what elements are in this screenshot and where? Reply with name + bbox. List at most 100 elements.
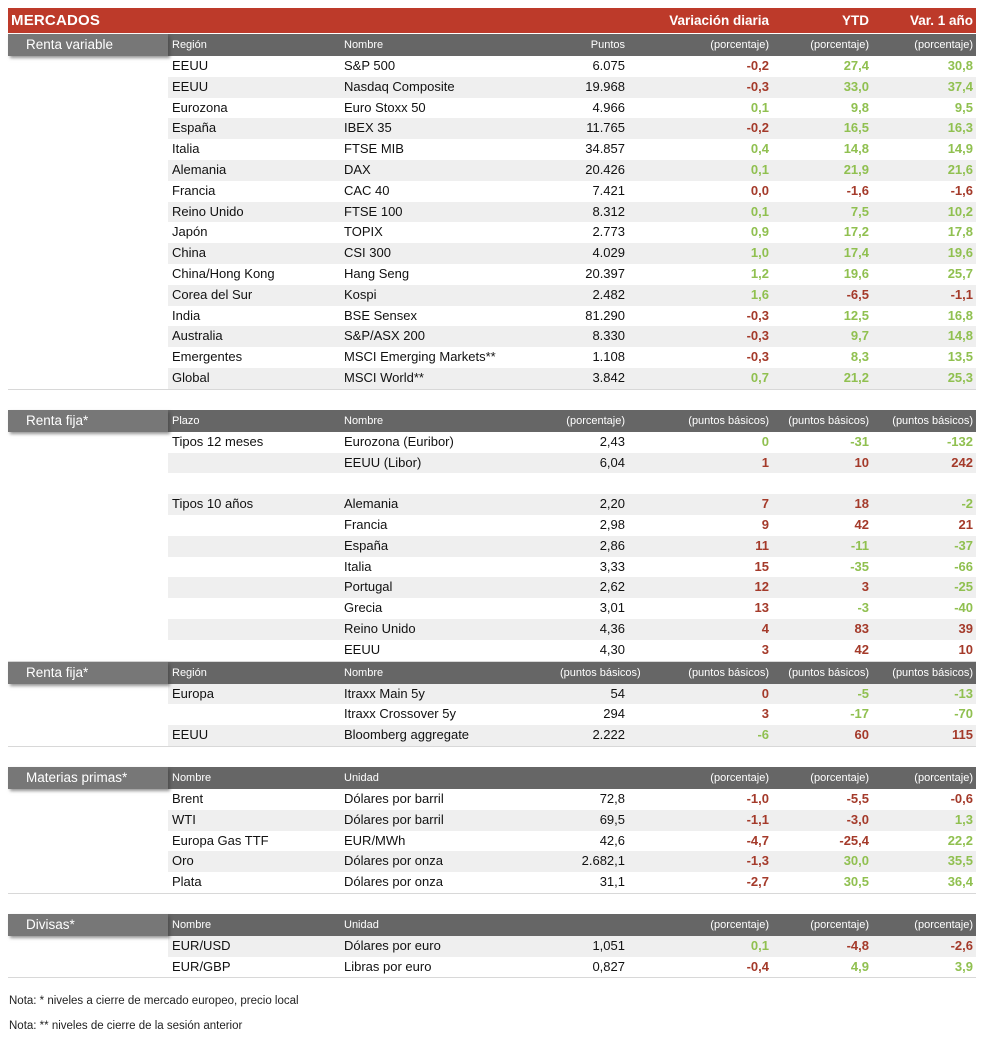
row-spacer-cell [8,264,168,285]
daily-change-cell: -2,7 [746,874,769,890]
table-row: Tipos 10 años Alemania 2,20 7 18 -2 [8,494,976,515]
name-cell: Eurozona (Euribor) [344,433,454,449]
one-year-change-cell: -13 [872,683,976,705]
category-cell: Plata [172,874,202,890]
daily-change-cell: 0,1 [750,99,769,115]
row-spacer-cell [8,181,168,202]
name-cell: Dólares por barril [340,809,560,831]
name-cell: Grecia [344,600,383,616]
level-cell: 20.397 [585,265,625,281]
column-header: (porcentaje) [566,414,625,427]
row-spacer-cell [8,453,168,474]
ytd-change-cell: 4,9 [850,958,869,974]
table-row: Global MSCI World** 3.842 0,7 21,2 25,3 [8,367,976,389]
column-header: Plazo [172,414,200,427]
report-title: MERCADOS [11,12,101,29]
category-cell: Corea del Sur [168,284,340,306]
daily-change-cell: 9 [761,516,769,532]
category-cell: Emergentes [172,349,243,365]
one-year-change-cell: 35,5 [872,851,976,873]
table-row: Plata Dólares por onza 31,1 -2,7 30,5 36,4 [8,872,976,893]
ytd-change-cell: -3 [857,600,869,616]
table-row: Italia 3,33 15 -35 -66 [8,557,976,578]
category-cell: Alemania [168,159,340,181]
row-spacer-cell [8,640,168,661]
daily-change-cell: 0,9 [750,224,769,240]
daily-change-cell: -4,7 [746,832,769,848]
table-row: España IBEX 35 11.765 -0,2 16,5 16,3 [8,118,976,140]
one-year-change-cell: 21,6 [872,159,976,181]
column-header-ytd: YTD [842,13,869,28]
one-year-change-cell: -0,6 [950,790,973,806]
category-cell: Brent [172,790,204,806]
name-cell: CSI 300 [340,243,560,264]
table-row: WTI Dólares por barril 69,5 -1,1 -3,0 1,3 [8,809,976,831]
name-cell: S&P/ASX 200 [340,326,560,348]
level-cell: 42,6 [599,832,625,848]
name-cell: España [340,535,560,557]
one-year-change-cell: 115 [872,725,976,746]
column-header: (puntos básicos) [788,666,869,679]
table-row: Oro Dólares por onza 2.682,1 -1,3 30,0 35,5 [8,851,976,873]
one-year-change-cell: 21 [958,516,973,532]
category-cell: EUR/USD [168,935,340,957]
section-label: Renta variable [8,34,168,56]
row-spacer-cell [8,957,168,978]
table-row: Francia CAC 40 7.421 0,0 -1,6 -1,6 [8,181,976,202]
one-year-change-cell: -2 [872,494,976,515]
name-cell: MSCI Emerging Markets** [344,349,496,365]
level-cell: 7.421 [592,182,625,198]
level-cell: 2.222 [560,725,628,746]
category-cell: Oro [168,851,340,873]
row-spacer-cell [8,160,168,181]
sections-container: Renta variable Región Nombre Puntos (porcent… [8,34,976,979]
name-cell: IBEX 35 [340,118,560,140]
table-row: Reino Unido 4,36 4 83 39 [8,618,976,640]
daily-change-cell: 3 [761,641,769,657]
name-cell: Alemania [340,494,560,515]
daily-change-cell: 4 [628,618,772,640]
column-header [560,914,628,936]
level-cell: 20.426 [560,159,628,181]
level-cell: 8.312 [560,201,628,223]
ytd-change-cell: 17,2 [843,224,869,240]
section-gap [8,747,976,767]
ytd-change-cell: 60 [772,725,872,746]
section-header: Renta variable Región Nombre Puntos (porcent… [8,34,976,56]
section-renta-fija-1: Renta fija* Plazo Nombre (porcentaje) (punto… [8,409,976,662]
note-double-asterisk: Nota: ** niveles de cierre de la sesión … [9,1020,243,1033]
daily-change-cell: 0,1 [628,159,772,181]
category-cell: Reino Unido [168,201,340,223]
column-header: (porcentaje) [810,39,869,51]
table-row: Portugal 2,62 12 3 -25 [8,577,976,599]
column-header: Región [172,666,207,679]
ytd-change-cell: 33,0 [772,76,872,98]
category-cell: Italia [172,141,200,157]
daily-change-cell: 0 [761,433,769,449]
daily-change-cell: 0,4 [750,141,769,157]
column-header-var-1-ano: Var. 1 año [909,13,973,28]
one-year-change-cell: 9,5 [954,99,973,115]
column-header: (porcentaje) [810,771,869,784]
ytd-change-cell: 18 [772,494,872,515]
daily-change-cell: -0,3 [628,76,772,98]
one-year-change-cell: 3,9 [954,958,973,974]
daily-change-cell: 11 [628,535,772,557]
ytd-change-cell: 42 [854,516,869,532]
category-cell [168,577,340,599]
category-cell: Europa [168,683,340,705]
ytd-change-cell: 12,5 [843,307,869,323]
ytd-change-cell: 9,8 [850,99,869,115]
column-header: (puntos básicos) [892,666,973,679]
daily-change-cell: 0,1 [628,935,772,957]
row-spacer-cell [8,139,168,160]
level-cell: 69,5 [560,809,628,831]
spacer-row [8,473,976,494]
note-asterisk: Nota: * niveles a cierre de mercado euro… [9,995,299,1008]
name-cell: DAX [340,159,560,181]
ytd-change-cell: -5 [772,683,872,705]
column-header: (puntos básicos) [688,414,769,427]
row-spacer-cell [8,326,168,347]
row-spacer-cell [8,98,168,119]
